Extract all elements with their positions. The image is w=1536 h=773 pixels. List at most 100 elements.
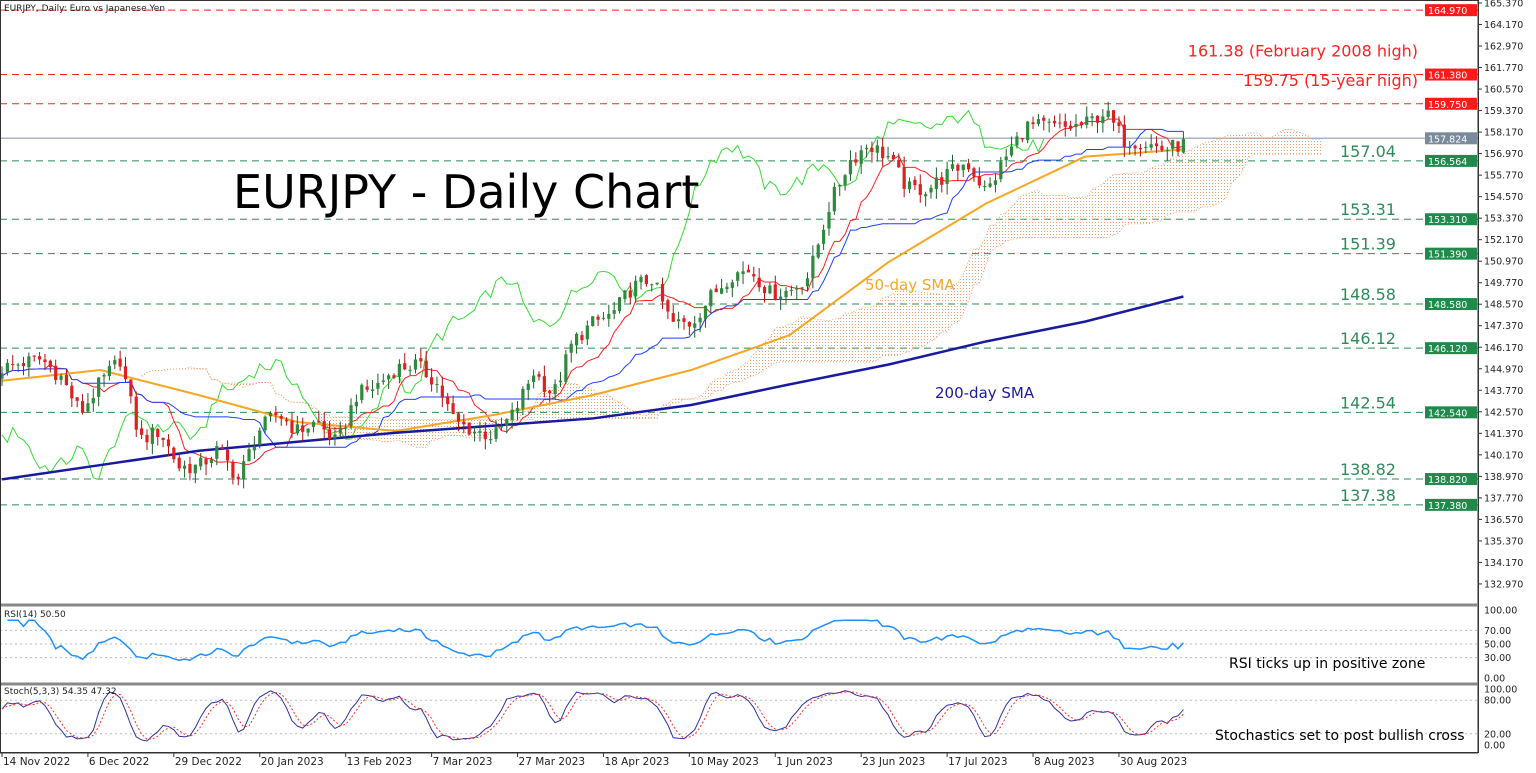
candle-body [924, 194, 928, 197]
candle-body [1052, 120, 1057, 124]
candle-body [91, 397, 95, 404]
candle-body [225, 449, 230, 461]
price-badge-label: 164.970 [1428, 6, 1467, 17]
candle-body [644, 275, 648, 284]
rsi-line [7, 619, 1184, 662]
price-tick-label: 165.370 [1484, 0, 1523, 10]
price-badge-label: 148.580 [1428, 300, 1467, 311]
rsi-tick-label: 70.00 [1484, 626, 1511, 637]
candle-body [838, 185, 842, 187]
candle-body [274, 412, 278, 415]
price-tick-label: 136.570 [1484, 515, 1523, 526]
candle-body [617, 297, 622, 312]
indicator-lines [1, 109, 1184, 481]
price-tick-label: 152.170 [1484, 235, 1523, 246]
price-tick-label: 149.770 [1484, 278, 1523, 289]
ichimoku-cloud [141, 128, 1324, 448]
candle-body [800, 287, 804, 289]
candle-body [1042, 117, 1046, 121]
candle-body [532, 375, 536, 383]
candle-body [719, 288, 724, 294]
candle-body [1074, 123, 1078, 128]
stoch-tick-label: 0.00 [1484, 741, 1505, 752]
price-tick-label: 154.570 [1484, 192, 1523, 203]
candle-body [48, 360, 52, 368]
candle-body [881, 146, 885, 159]
rsi-title: RSI(14) 50.50 [4, 610, 66, 620]
candle-body [666, 300, 670, 312]
candle-body [354, 401, 359, 407]
price-badge [1425, 342, 1477, 355]
chikou-span-line [1, 109, 1045, 481]
price-tick-label: 134.170 [1484, 558, 1523, 569]
candle-body [268, 413, 273, 417]
price-tick-label: 162.970 [1484, 42, 1523, 53]
candle-body [682, 318, 686, 322]
candle-body [70, 385, 74, 399]
candle-body [907, 181, 912, 190]
candle-body [295, 424, 299, 434]
rsi-tick-label: 100.00 [1484, 606, 1517, 617]
price-badge [1425, 154, 1477, 167]
candle-body [1095, 115, 1100, 123]
candle-body [123, 366, 128, 380]
candle-body [585, 325, 589, 340]
candle-body [1117, 122, 1121, 127]
candle-body [832, 186, 836, 212]
candle-body [1154, 143, 1159, 147]
candle-body [27, 356, 31, 368]
candle-body [591, 316, 595, 327]
price-tick-label: 137.770 [1484, 493, 1523, 504]
price-tick-label: 141.370 [1484, 429, 1523, 440]
date-tick-label: 29 Dec 2022 [175, 756, 242, 768]
price-tick-label: 135.370 [1484, 536, 1523, 547]
candle-body [1176, 141, 1180, 152]
candle-body [677, 319, 681, 322]
rsi-tick-label: 30.00 [1484, 653, 1511, 664]
candle-body [322, 421, 326, 430]
price-tick-label: 158.170 [1484, 128, 1523, 139]
candle-body [736, 272, 740, 281]
candle-body [204, 459, 208, 465]
candle-body [1133, 145, 1137, 149]
date-tick-label: 17 Jul 2023 [948, 756, 1007, 768]
candle-body [988, 183, 992, 187]
resistance-label: 159.75 (15-year high) [1243, 71, 1418, 90]
candle-body [494, 427, 498, 439]
candle-body [950, 164, 955, 169]
date-tick-label: 1 Jun 2023 [776, 756, 832, 768]
candle-body [220, 446, 224, 449]
candle-body [902, 167, 906, 189]
candle-body [956, 164, 960, 171]
candle-body [1111, 110, 1116, 123]
price-badge [1425, 298, 1477, 311]
rsi-tick-label: 0.00 [1484, 674, 1505, 685]
support-label: 137.38 [1340, 486, 1396, 505]
candle-body [161, 437, 165, 441]
candle-body [156, 428, 160, 438]
candle-body [822, 229, 826, 244]
candle-body [430, 377, 434, 385]
stoch-tick-label: 80.00 [1484, 696, 1511, 707]
candle-body [773, 284, 777, 300]
candle-body [338, 427, 342, 434]
sma200-line [1, 295, 1184, 481]
support-label: 153.31 [1340, 200, 1396, 219]
candle-body [86, 403, 90, 412]
candle-body [596, 316, 600, 320]
date-tick-label: 23 Jun 2023 [862, 756, 925, 768]
rsi-note: RSI ticks up in positive zone [1229, 656, 1425, 672]
candle-body [940, 177, 944, 185]
candle-body [381, 380, 385, 382]
candle-body [1004, 156, 1008, 161]
candle-body [306, 428, 310, 433]
date-tick-label: 14 Nov 2022 [3, 756, 70, 768]
candle-body [140, 428, 144, 435]
candle-body [252, 446, 256, 451]
candle-body [526, 383, 530, 391]
candle-body [746, 269, 751, 273]
price-tick-label: 140.170 [1484, 450, 1523, 461]
candle-body [43, 359, 47, 363]
